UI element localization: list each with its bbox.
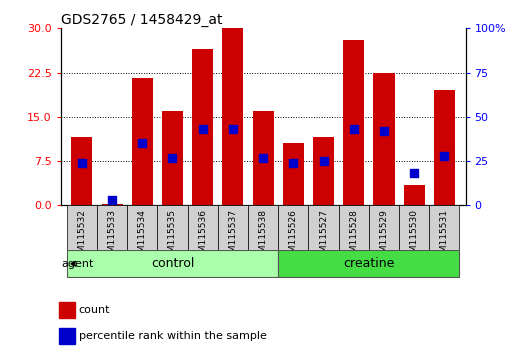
FancyBboxPatch shape bbox=[217, 205, 247, 250]
Text: GSM115535: GSM115535 bbox=[168, 209, 177, 264]
Text: count: count bbox=[78, 305, 110, 315]
FancyBboxPatch shape bbox=[428, 205, 459, 250]
Bar bbox=[131, 79, 153, 205]
Text: GSM115526: GSM115526 bbox=[288, 209, 297, 264]
Point bbox=[168, 155, 176, 160]
Point bbox=[78, 160, 86, 166]
Point bbox=[198, 126, 207, 132]
Point bbox=[410, 171, 418, 176]
FancyBboxPatch shape bbox=[127, 205, 157, 250]
FancyBboxPatch shape bbox=[97, 205, 127, 250]
FancyBboxPatch shape bbox=[187, 205, 217, 250]
Text: GSM115532: GSM115532 bbox=[77, 209, 86, 264]
Text: GSM115529: GSM115529 bbox=[379, 209, 388, 264]
FancyBboxPatch shape bbox=[247, 205, 278, 250]
FancyBboxPatch shape bbox=[67, 205, 97, 250]
Bar bbox=[313, 137, 333, 205]
FancyBboxPatch shape bbox=[157, 205, 187, 250]
Text: creatine: creatine bbox=[342, 257, 394, 270]
Bar bbox=[252, 111, 273, 205]
Bar bbox=[71, 137, 92, 205]
Bar bbox=[222, 28, 243, 205]
Bar bbox=[373, 73, 394, 205]
Text: GSM115538: GSM115538 bbox=[258, 209, 267, 264]
Bar bbox=[433, 90, 454, 205]
Bar bbox=[192, 49, 213, 205]
Text: GSM115531: GSM115531 bbox=[439, 209, 448, 264]
Bar bbox=[59, 328, 75, 344]
Point bbox=[108, 197, 116, 203]
Point bbox=[439, 153, 447, 159]
Point bbox=[349, 126, 357, 132]
Text: GSM115537: GSM115537 bbox=[228, 209, 237, 264]
Point bbox=[228, 126, 236, 132]
FancyBboxPatch shape bbox=[67, 250, 278, 277]
FancyBboxPatch shape bbox=[338, 205, 368, 250]
FancyBboxPatch shape bbox=[278, 250, 459, 277]
Point bbox=[259, 155, 267, 160]
Text: agent: agent bbox=[61, 259, 93, 269]
FancyBboxPatch shape bbox=[278, 205, 308, 250]
Point bbox=[289, 160, 297, 166]
FancyBboxPatch shape bbox=[368, 205, 398, 250]
Text: GDS2765 / 1458429_at: GDS2765 / 1458429_at bbox=[61, 13, 222, 27]
Text: GSM115536: GSM115536 bbox=[198, 209, 207, 264]
Bar bbox=[59, 302, 75, 318]
Point bbox=[319, 158, 327, 164]
Bar bbox=[282, 143, 304, 205]
Text: GSM115533: GSM115533 bbox=[108, 209, 116, 264]
Text: GSM115530: GSM115530 bbox=[409, 209, 418, 264]
Text: GSM115528: GSM115528 bbox=[348, 209, 358, 264]
Text: GSM115527: GSM115527 bbox=[319, 209, 327, 264]
Point bbox=[379, 128, 387, 134]
Bar bbox=[162, 111, 183, 205]
FancyBboxPatch shape bbox=[308, 205, 338, 250]
Bar bbox=[102, 204, 122, 205]
Bar bbox=[403, 185, 424, 205]
Text: GSM115534: GSM115534 bbox=[137, 209, 146, 264]
FancyBboxPatch shape bbox=[398, 205, 428, 250]
Bar bbox=[342, 40, 364, 205]
Text: control: control bbox=[150, 257, 194, 270]
Point bbox=[138, 141, 146, 146]
Text: percentile rank within the sample: percentile rank within the sample bbox=[78, 331, 266, 341]
